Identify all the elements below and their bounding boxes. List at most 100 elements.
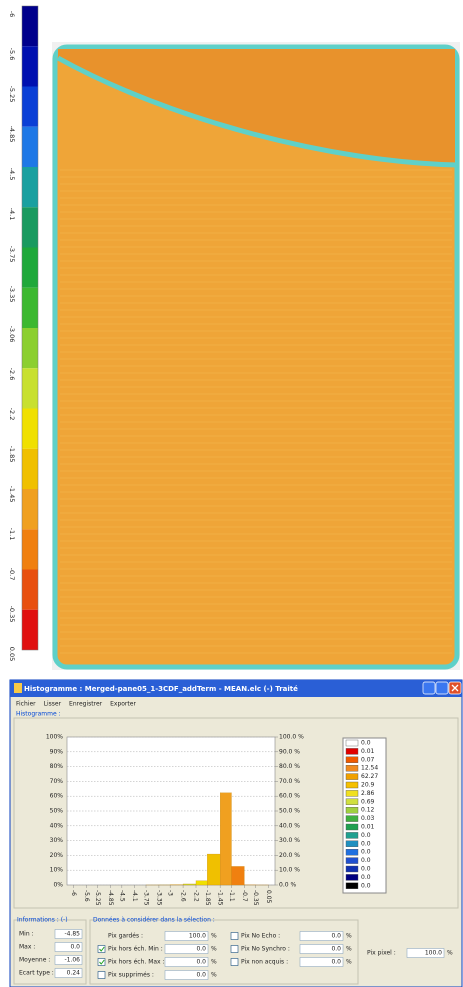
checkbox[interactable] — [97, 958, 106, 966]
colorbar-segment — [22, 46, 38, 87]
group-label: Histogramme : — [16, 711, 61, 718]
colorbar-segment — [22, 86, 38, 127]
pixel-label: Pix pixel : — [367, 950, 396, 957]
pixel-field[interactable] — [406, 948, 445, 958]
legend-swatch — [345, 807, 359, 814]
x-tick-label: 0.05 — [265, 890, 272, 904]
y-tick-label: 80% — [50, 763, 64, 770]
info-field — [54, 929, 83, 939]
option-field[interactable] — [299, 944, 344, 954]
colorbar-label: -3.75 — [8, 246, 16, 263]
pixel-unit: % — [447, 950, 453, 957]
bar — [207, 853, 221, 886]
option-label: Pix No Echo : — [241, 933, 280, 940]
info-title: Informations : (-) — [17, 917, 68, 924]
colorbar-label: -3.06 — [8, 326, 16, 343]
y2-tick-label: 50.0 % — [279, 808, 300, 815]
y-tick-label: 90% — [50, 748, 64, 755]
colorbar-segment — [22, 569, 38, 610]
y-tick-label: 0% — [53, 882, 63, 889]
y-tick-label: 10% — [50, 867, 64, 874]
y2-tick-label: 0.0 % — [279, 882, 296, 889]
y2-tick-label: 30.0 % — [279, 837, 300, 844]
colorbar-segment — [22, 328, 38, 369]
options-title: Données à considérer dans la sélection : — [93, 917, 215, 924]
y2-tick-label: 60.0 % — [279, 793, 300, 800]
option-field[interactable] — [164, 944, 209, 954]
y2-tick-label: 70.0 % — [279, 778, 300, 785]
y-tick-label: 30% — [50, 837, 64, 844]
y-tick-label: 40% — [50, 822, 64, 829]
info-label: Ecart type : — [19, 970, 54, 977]
option-unit: % — [211, 972, 217, 979]
colorbar-frame — [21, 5, 39, 651]
bar — [182, 883, 197, 886]
info-label: Moyenne : — [19, 957, 50, 964]
option-value: 0.0 — [196, 946, 206, 953]
minimize-button[interactable] — [422, 681, 436, 695]
x-tick-label: -3.75 — [143, 890, 150, 906]
legend-swatch — [345, 748, 359, 755]
menu-item[interactable]: Fichier — [16, 701, 36, 708]
colorbar-label: -1.45 — [8, 486, 16, 503]
option-label: Pix gardés : — [108, 933, 143, 940]
pixel-value: 100.0 — [425, 950, 442, 957]
colorbar-segment — [22, 448, 38, 489]
colorbar-label: -1.85 — [8, 446, 16, 463]
legend-label: 0.69 — [361, 798, 375, 805]
checkbox[interactable] — [230, 932, 239, 940]
menu-item[interactable]: Exporter — [110, 701, 136, 708]
option-unit: % — [346, 959, 352, 966]
x-tick-label: -5.25 — [94, 890, 101, 906]
option-value: 100.0 — [189, 933, 206, 940]
title-bar — [10, 680, 462, 697]
x-tick-label: -1.85 — [204, 890, 211, 906]
option-unit: % — [211, 959, 217, 966]
checkbox[interactable] — [230, 958, 239, 966]
x-tick-label: -5.6 — [83, 890, 90, 902]
colorbar-label: -5.25 — [8, 86, 16, 103]
y-tick-label: 50% — [50, 808, 64, 815]
legend-label: 0.12 — [361, 807, 375, 814]
legend-label: 0.01 — [361, 748, 375, 755]
colorbar-segment — [22, 247, 38, 288]
legend-label: 0.0 — [361, 857, 371, 864]
legend-swatch — [345, 849, 359, 856]
option-label: Pix supprimés : — [108, 972, 154, 979]
options-box — [89, 919, 359, 985]
y2-tick-label: 80.0 % — [279, 763, 300, 770]
colorbar-segment — [22, 408, 38, 449]
colorbar-label: 0.05 — [8, 647, 16, 661]
checkbox[interactable] — [97, 945, 106, 953]
x-tick-label: -2.2 — [192, 890, 199, 902]
checkbox[interactable] — [97, 971, 106, 979]
option-field[interactable] — [299, 957, 344, 967]
option-value: 0.0 — [331, 946, 341, 953]
menu-item[interactable]: Lisser — [44, 701, 62, 708]
checkbox-tick — [99, 959, 105, 965]
option-field[interactable] — [164, 970, 209, 980]
option-field[interactable] — [164, 931, 209, 941]
checkbox[interactable] — [230, 945, 239, 953]
group-box — [13, 717, 459, 909]
info-box — [13, 919, 87, 985]
bar — [231, 866, 245, 886]
legend-label: 12.54 — [361, 765, 378, 772]
map-edge — [56, 55, 458, 168]
colorbar-segment — [22, 167, 38, 208]
option-value: 0.0 — [196, 972, 206, 979]
option-field[interactable] — [164, 957, 209, 967]
info-value: -4.85 — [64, 931, 80, 938]
option-field[interactable] — [299, 931, 344, 941]
legend-label: 0.0 — [361, 874, 371, 881]
maximize-button[interactable] — [435, 681, 449, 695]
legend-swatch — [345, 823, 359, 831]
y-tick-label: 100% — [46, 734, 63, 741]
legend-swatch — [345, 790, 359, 797]
colorbar-segment — [22, 6, 38, 47]
colorbar-segment — [22, 489, 38, 530]
menu-item[interactable]: Enregistrer — [69, 701, 103, 708]
colorbar-label: -0.35 — [8, 606, 16, 623]
